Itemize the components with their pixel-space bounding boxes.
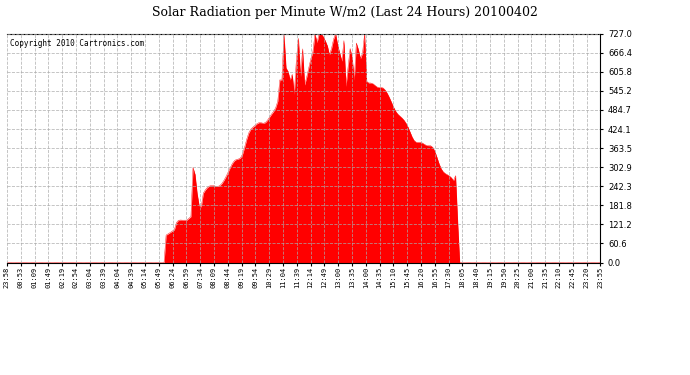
Text: Copyright 2010 Cartronics.com: Copyright 2010 Cartronics.com <box>10 39 144 48</box>
Text: Solar Radiation per Minute W/m2 (Last 24 Hours) 20100402: Solar Radiation per Minute W/m2 (Last 24… <box>152 6 538 19</box>
